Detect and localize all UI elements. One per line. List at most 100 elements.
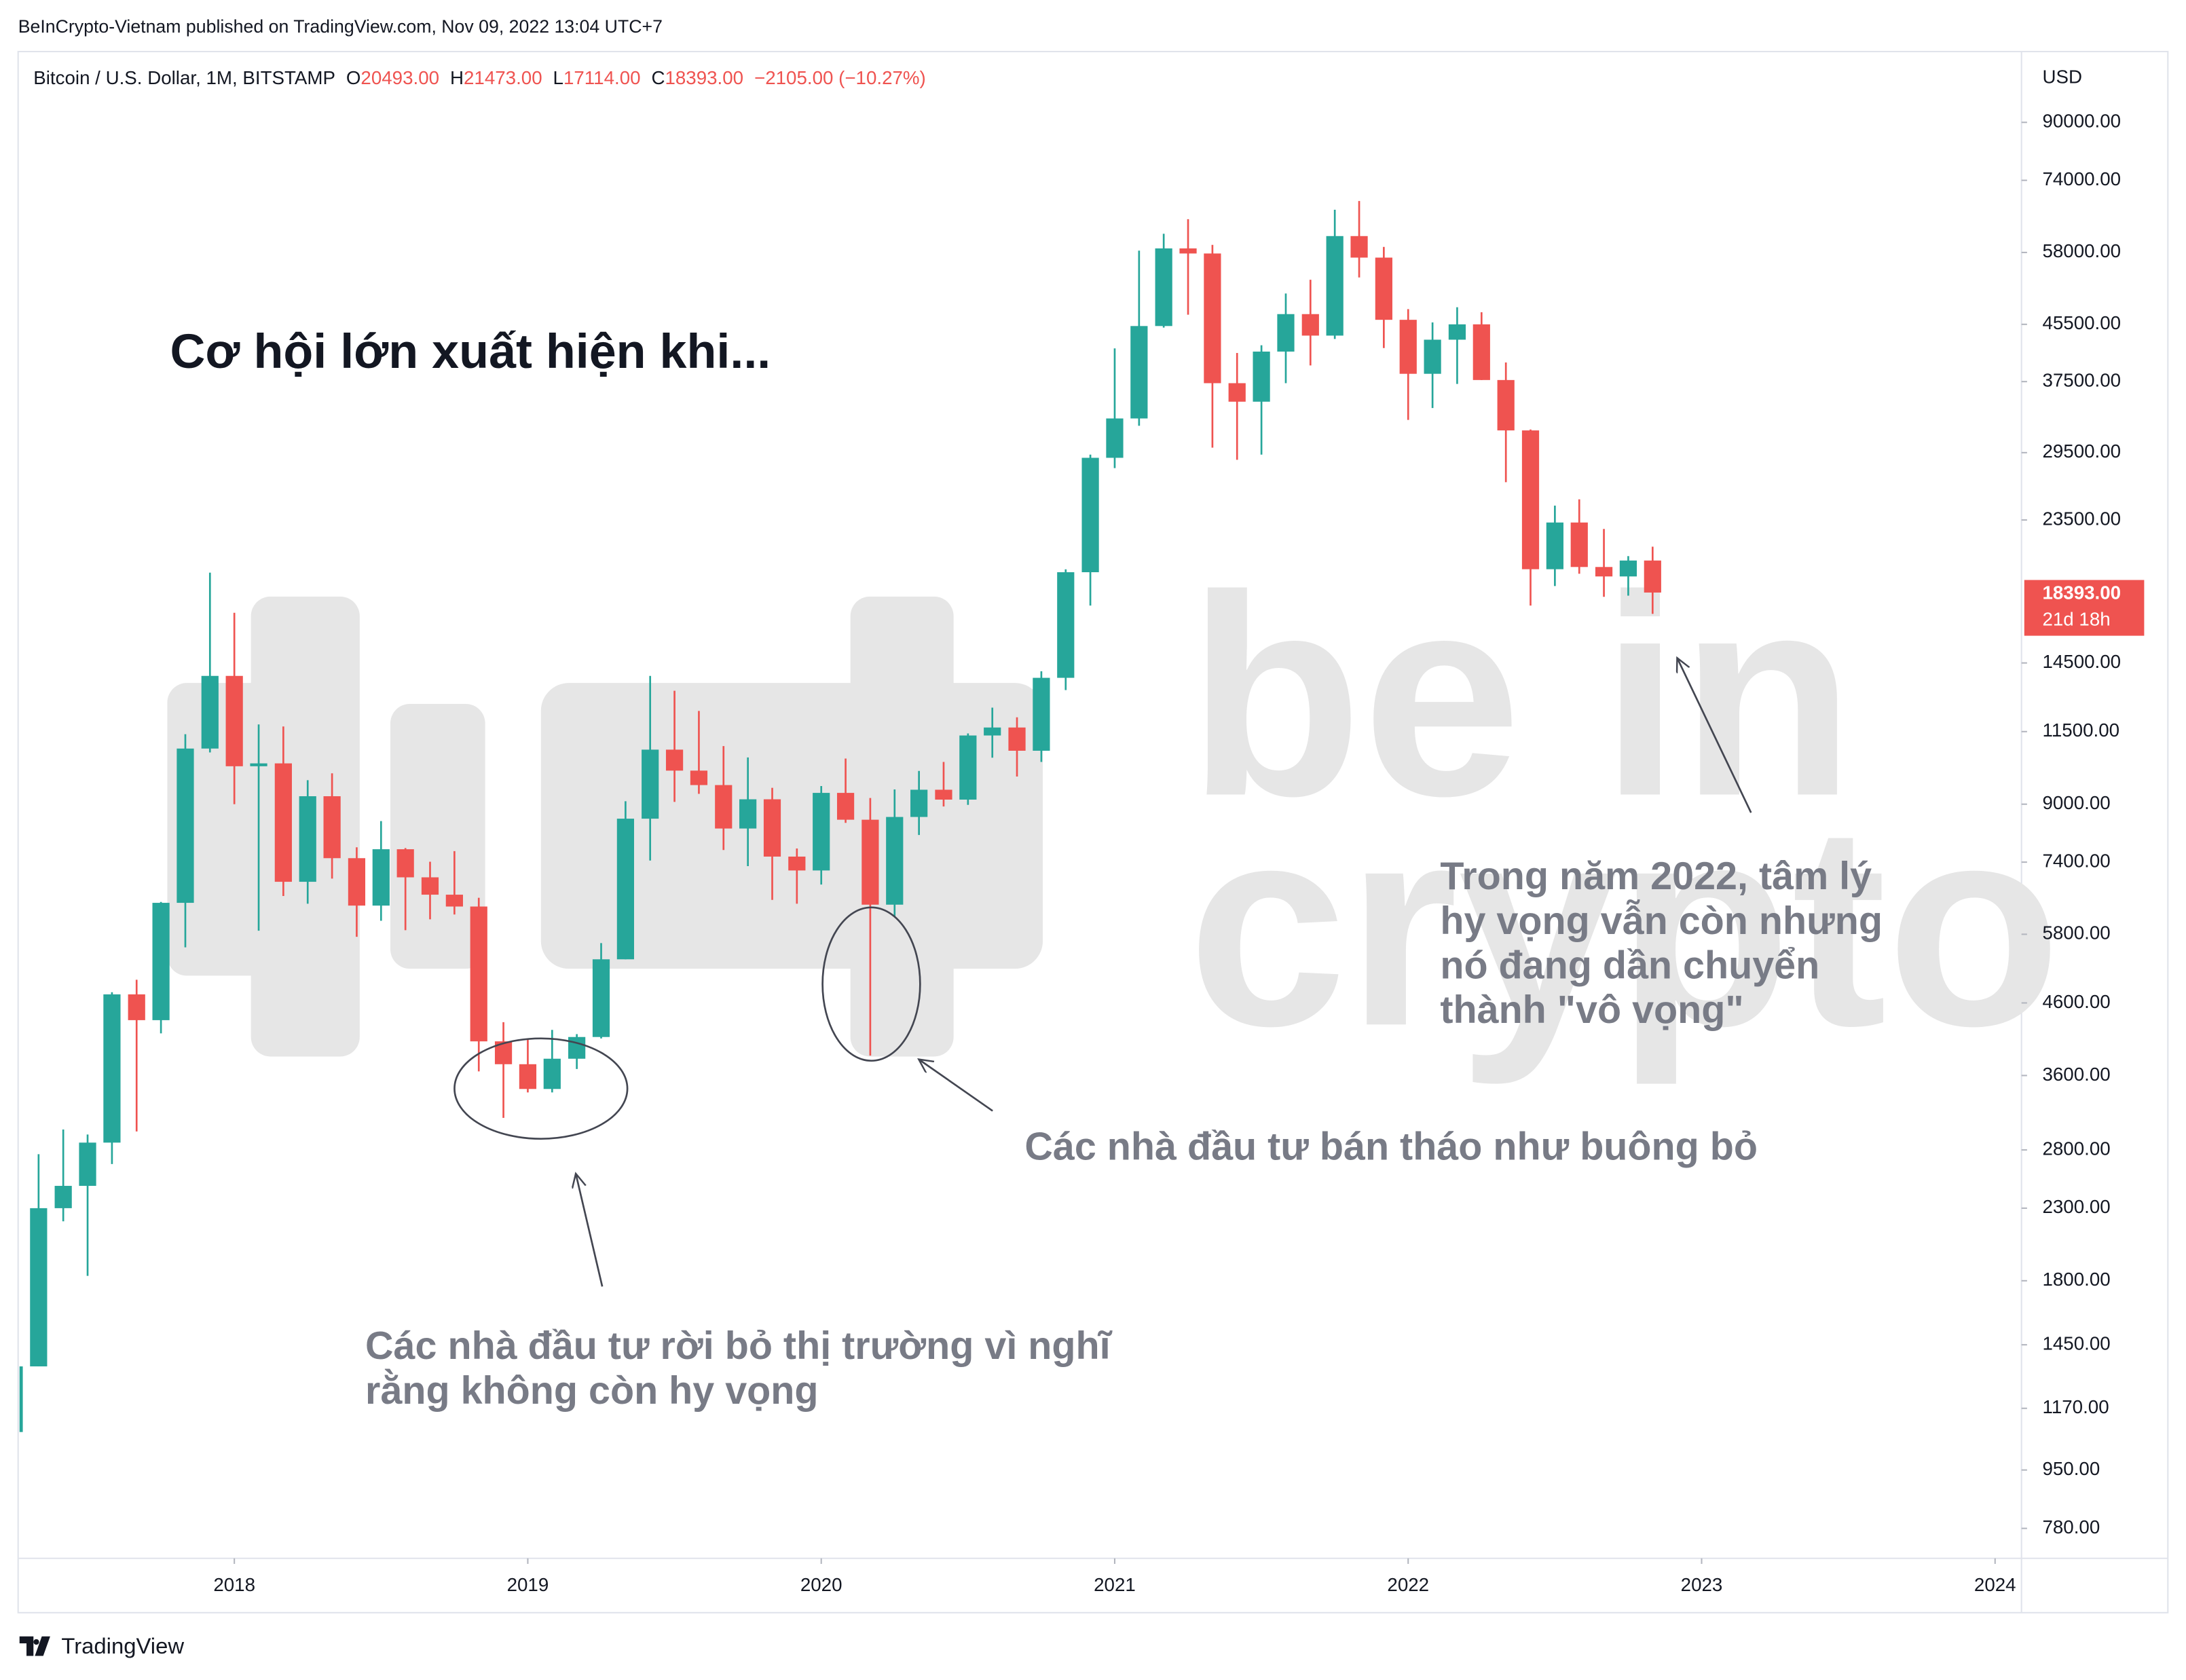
candle-body (1619, 560, 1637, 577)
currency: USD (2042, 66, 2082, 87)
annotation: Các nhà đầu tư rời bỏ thị trường vì nghĩ (365, 1324, 1113, 1368)
chart-frame (17, 50, 2169, 1613)
ohlc-key: C (651, 67, 665, 88)
candle-body (1644, 560, 1661, 593)
y-tick-label: 1170.00 (2042, 1396, 2109, 1417)
y-tick-label: 2300.00 (2042, 1196, 2110, 1217)
candle-body (984, 727, 1001, 736)
candle-body (274, 763, 292, 882)
candle-body (813, 793, 830, 871)
candle-body (1595, 567, 1613, 577)
arrow (919, 1060, 993, 1112)
candle-body (250, 763, 267, 766)
candle-body (1399, 320, 1417, 374)
candle-body (1424, 339, 1441, 374)
logo-mark (19, 1636, 50, 1656)
candle-body (1106, 418, 1124, 458)
candle-body (79, 1142, 96, 1187)
x-tick-label: 2019 (507, 1574, 549, 1595)
candle-body (177, 748, 194, 903)
y-tick-label: 74000.00 (2042, 168, 2121, 189)
x-tick-label: 2023 (1681, 1574, 1723, 1595)
y-tick-label: 45500.00 (2042, 312, 2121, 333)
ellipse (453, 1037, 629, 1140)
candle-body (1130, 326, 1148, 419)
candle-body (739, 799, 757, 829)
candle-body (1546, 522, 1563, 570)
candle-body (690, 770, 708, 785)
candle-body (323, 796, 341, 859)
countdown-label: 21d 18h (2042, 608, 2110, 629)
candle-body (1521, 430, 1540, 570)
candle-body (1057, 572, 1075, 678)
y-tick-label: 37500.00 (2042, 369, 2121, 390)
x-tick-label: 2022 (1387, 1574, 1429, 1595)
candle-body (862, 819, 879, 905)
x-tick-label: 2021 (1094, 1574, 1136, 1595)
candle-body (1008, 727, 1026, 751)
candle-body (519, 1064, 537, 1089)
candle-body (763, 799, 781, 857)
candle-body (1375, 257, 1392, 320)
ohlc-key: L (553, 67, 563, 88)
candle-body (421, 877, 439, 895)
annotation: Trong năm 2022, tâm lý (1440, 855, 1872, 898)
candle-body (152, 903, 170, 1020)
candle-body (396, 849, 414, 878)
x-tick-label: 2024 (1974, 1574, 2016, 1595)
candle-body (1155, 248, 1172, 326)
annotation: rằng không còn hy vọng (365, 1368, 819, 1413)
candle-body (568, 1037, 586, 1059)
annotation: Các nhà đầu tư bán tháo như buông bỏ (1024, 1125, 1758, 1168)
watermark-text: be in (1188, 536, 1855, 855)
candle-body (1326, 236, 1344, 336)
y-tick-label: 11500.00 (2042, 720, 2119, 741)
candle-body (592, 959, 610, 1037)
candle-body (616, 819, 634, 960)
change: −2105.00 (−10.27%) (754, 67, 926, 88)
y-tick-label: 23500.00 (2042, 508, 2121, 529)
candle-body (470, 906, 487, 1042)
candle-body (445, 895, 463, 907)
candle-body (1350, 236, 1368, 258)
arrow (1677, 658, 1752, 813)
y-tick-label: 950.00 (2042, 1458, 2100, 1479)
y-tick-label: 780.00 (2042, 1516, 2100, 1537)
y-tick-label: 3600.00 (2042, 1064, 2110, 1085)
candle-body (1204, 253, 1221, 384)
last-price-box (2024, 580, 2145, 636)
watermark-text: crypto (1188, 766, 2062, 1087)
annotation: thành "vô vọng" (1440, 988, 1743, 1032)
y-tick-label: 7400.00 (2042, 850, 2110, 871)
watermark-shape (540, 683, 1043, 969)
last-price-label: 18393.00 (2042, 582, 2121, 603)
candle-body (372, 849, 390, 906)
headline: Cơ hội lớn xuất hiện khi... (170, 324, 771, 379)
footer-brand: TradingView (61, 1633, 184, 1658)
y-tick-label: 1450.00 (2042, 1332, 2110, 1354)
candle-body (715, 785, 733, 829)
y-tick-label: 9000.00 (2042, 792, 2110, 813)
ohlc-key: O (346, 67, 361, 88)
ohlc-value: 18393.00 (665, 67, 743, 88)
y-tick-label: 29500.00 (2042, 441, 2121, 462)
candle-body (225, 675, 243, 766)
candle-body (665, 749, 684, 771)
candle-body (1033, 677, 1050, 751)
ohlc-value: 17114.00 (563, 67, 641, 88)
x-tick-label: 2018 (213, 1574, 255, 1595)
y-tick-label: 4600.00 (2042, 991, 2110, 1012)
annotation: nó đang dần chuyển (1440, 944, 1819, 988)
candle-body (1448, 324, 1466, 340)
candle-body (1228, 383, 1246, 402)
symbol-header: Bitcoin / U.S. Dollar, 1M, BITSTAMP O204… (33, 67, 926, 88)
candle-body (1301, 314, 1319, 336)
y-tick-label: 5800.00 (2042, 922, 2110, 944)
published-line: BeInCrypto-Vietnam published on TradingV… (18, 16, 663, 37)
candle-body (959, 735, 977, 800)
candle-body (543, 1058, 561, 1089)
y-tick-label: 58000.00 (2042, 240, 2121, 261)
candle-body (1081, 458, 1099, 572)
candle-body (30, 1208, 48, 1366)
